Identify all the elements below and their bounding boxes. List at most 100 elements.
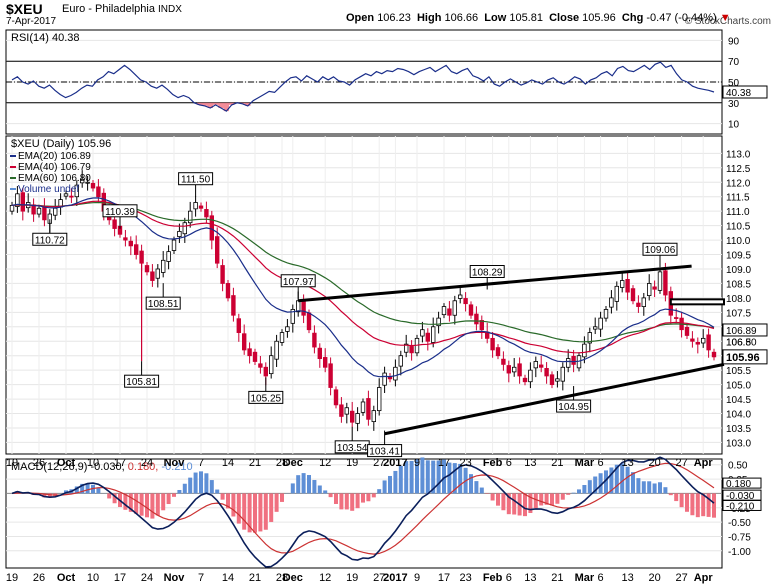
candle-body: [490, 337, 495, 351]
macd-histogram-bar: [566, 493, 571, 495]
rsi-panel: 10 30 50 70 90 RSI(14) 40.38 40.38: [5, 29, 768, 135]
macd-histogram-bar: [469, 474, 473, 494]
x-tick-label: 27: [373, 572, 385, 584]
macd-last-box: [722, 477, 762, 489]
x-tick-label: 10: [87, 457, 99, 469]
annotation-box: [102, 204, 138, 218]
macd-histogram-bar: [409, 460, 414, 494]
macd-histogram-bar: [701, 493, 706, 517]
macd-histogram-bar: [231, 493, 236, 517]
candle-body: [258, 363, 263, 368]
candle-body: [285, 326, 290, 332]
candle-body: [252, 351, 258, 362]
candle-body: [312, 332, 317, 348]
x-tick-label: Dec: [283, 457, 303, 469]
macd-histogram-bar: [598, 473, 603, 494]
candle-body: [603, 309, 609, 319]
candle-body: [306, 312, 312, 331]
candle-body: [236, 318, 241, 333]
macd-histogram-bar: [134, 493, 139, 514]
candle-body: [598, 317, 603, 330]
macd-histogram-bar: [388, 475, 392, 494]
candle-body: [430, 326, 436, 343]
macd-histogram-bar: [145, 493, 149, 518]
candle-body: [701, 337, 706, 344]
candle-body: [447, 308, 452, 316]
candle-body: [501, 358, 506, 365]
instrument-name: Euro - Philadelphia INDX: [62, 3, 182, 15]
macd-histogram-bar: [112, 493, 117, 504]
candle-body: [695, 342, 700, 345]
candle-body: [144, 265, 150, 273]
annotation-box: [248, 390, 284, 404]
candle-body: [42, 205, 47, 221]
candle-body: [85, 181, 90, 184]
legend-entry: EMA(20) 106.89: [18, 151, 91, 162]
annotation-label: 109.06: [645, 245, 676, 256]
macd-histogram-bar: [625, 466, 630, 494]
price-tick-label: 112.5: [726, 164, 751, 175]
rsi-last-box: [722, 85, 768, 99]
macd-histogram-bar: [533, 493, 538, 509]
macd-histogram-bar: [679, 493, 684, 508]
resistance-marker: [669, 298, 725, 306]
candle-body: [274, 340, 279, 360]
macd-histogram-bar: [161, 493, 166, 511]
macd-histogram-bar: [442, 459, 446, 494]
x-tick-label: Feb: [483, 457, 503, 469]
candle-body: [706, 334, 711, 351]
macd-histogram-bar: [150, 493, 155, 519]
annotation-label: 108.51: [148, 299, 179, 310]
x-tick-label: 9: [414, 457, 420, 469]
candle-body: [647, 283, 652, 296]
macd-histogram-bar: [587, 480, 592, 494]
candle-body: [166, 251, 171, 262]
x-tick-label: 13: [524, 572, 536, 584]
candle-body: [155, 268, 160, 279]
macd-histogram-bar: [280, 493, 284, 502]
candle-body: [441, 306, 447, 316]
candle-body: [171, 239, 177, 251]
macd-histogram-bar: [361, 493, 365, 503]
macd-histogram-bar: [312, 480, 317, 494]
macd-histogram-bar: [269, 493, 274, 522]
annotation-box: [642, 242, 678, 256]
macd-histogram-bar: [425, 460, 430, 494]
macd-histogram-bar: [582, 485, 587, 494]
ema20-last-label: 106.89: [726, 326, 757, 337]
candle-body: [128, 240, 133, 247]
macd-histogram-bar: [307, 475, 311, 494]
annotation-box: [178, 172, 214, 186]
candle-body: [528, 369, 533, 383]
candle-body: [366, 398, 371, 420]
legend-entry: EMA(60) 106.80: [18, 173, 91, 184]
candle-body: [544, 368, 549, 377]
macd-histogram-bar: [301, 473, 306, 494]
macd-line: [11, 456, 715, 568]
x-tick-label: 23: [459, 572, 471, 584]
x-tick-label: 17: [114, 572, 126, 584]
x-tick-label: 14: [222, 457, 234, 469]
annotation-label: 110.72: [35, 235, 65, 246]
annotation-box: [556, 399, 592, 413]
candle-body: [80, 178, 85, 184]
candle-body: [333, 389, 339, 406]
price-tick-label: 106.5: [726, 337, 751, 348]
macd-histogram-bar: [377, 489, 382, 494]
candle-body: [96, 186, 101, 198]
macd-histogram-bar: [544, 493, 549, 505]
x-tick-label: 26: [33, 572, 45, 584]
macd-histogram-bar: [512, 493, 517, 515]
price-tick-label: 111.0: [726, 207, 750, 218]
candle-body: [436, 317, 441, 327]
macd-histogram-bar: [555, 493, 560, 504]
macd-histogram-bar: [604, 470, 608, 494]
candle-body: [290, 309, 295, 324]
macd-histogram-bar: [382, 480, 387, 494]
macd-histogram-bar: [436, 460, 441, 494]
x-tick-label: 6: [598, 457, 604, 469]
macd-histogram-bar: [128, 493, 133, 512]
candle-body: [371, 410, 376, 423]
macd-histogram-bar: [560, 493, 565, 500]
macd-histogram-bar: [447, 462, 452, 494]
